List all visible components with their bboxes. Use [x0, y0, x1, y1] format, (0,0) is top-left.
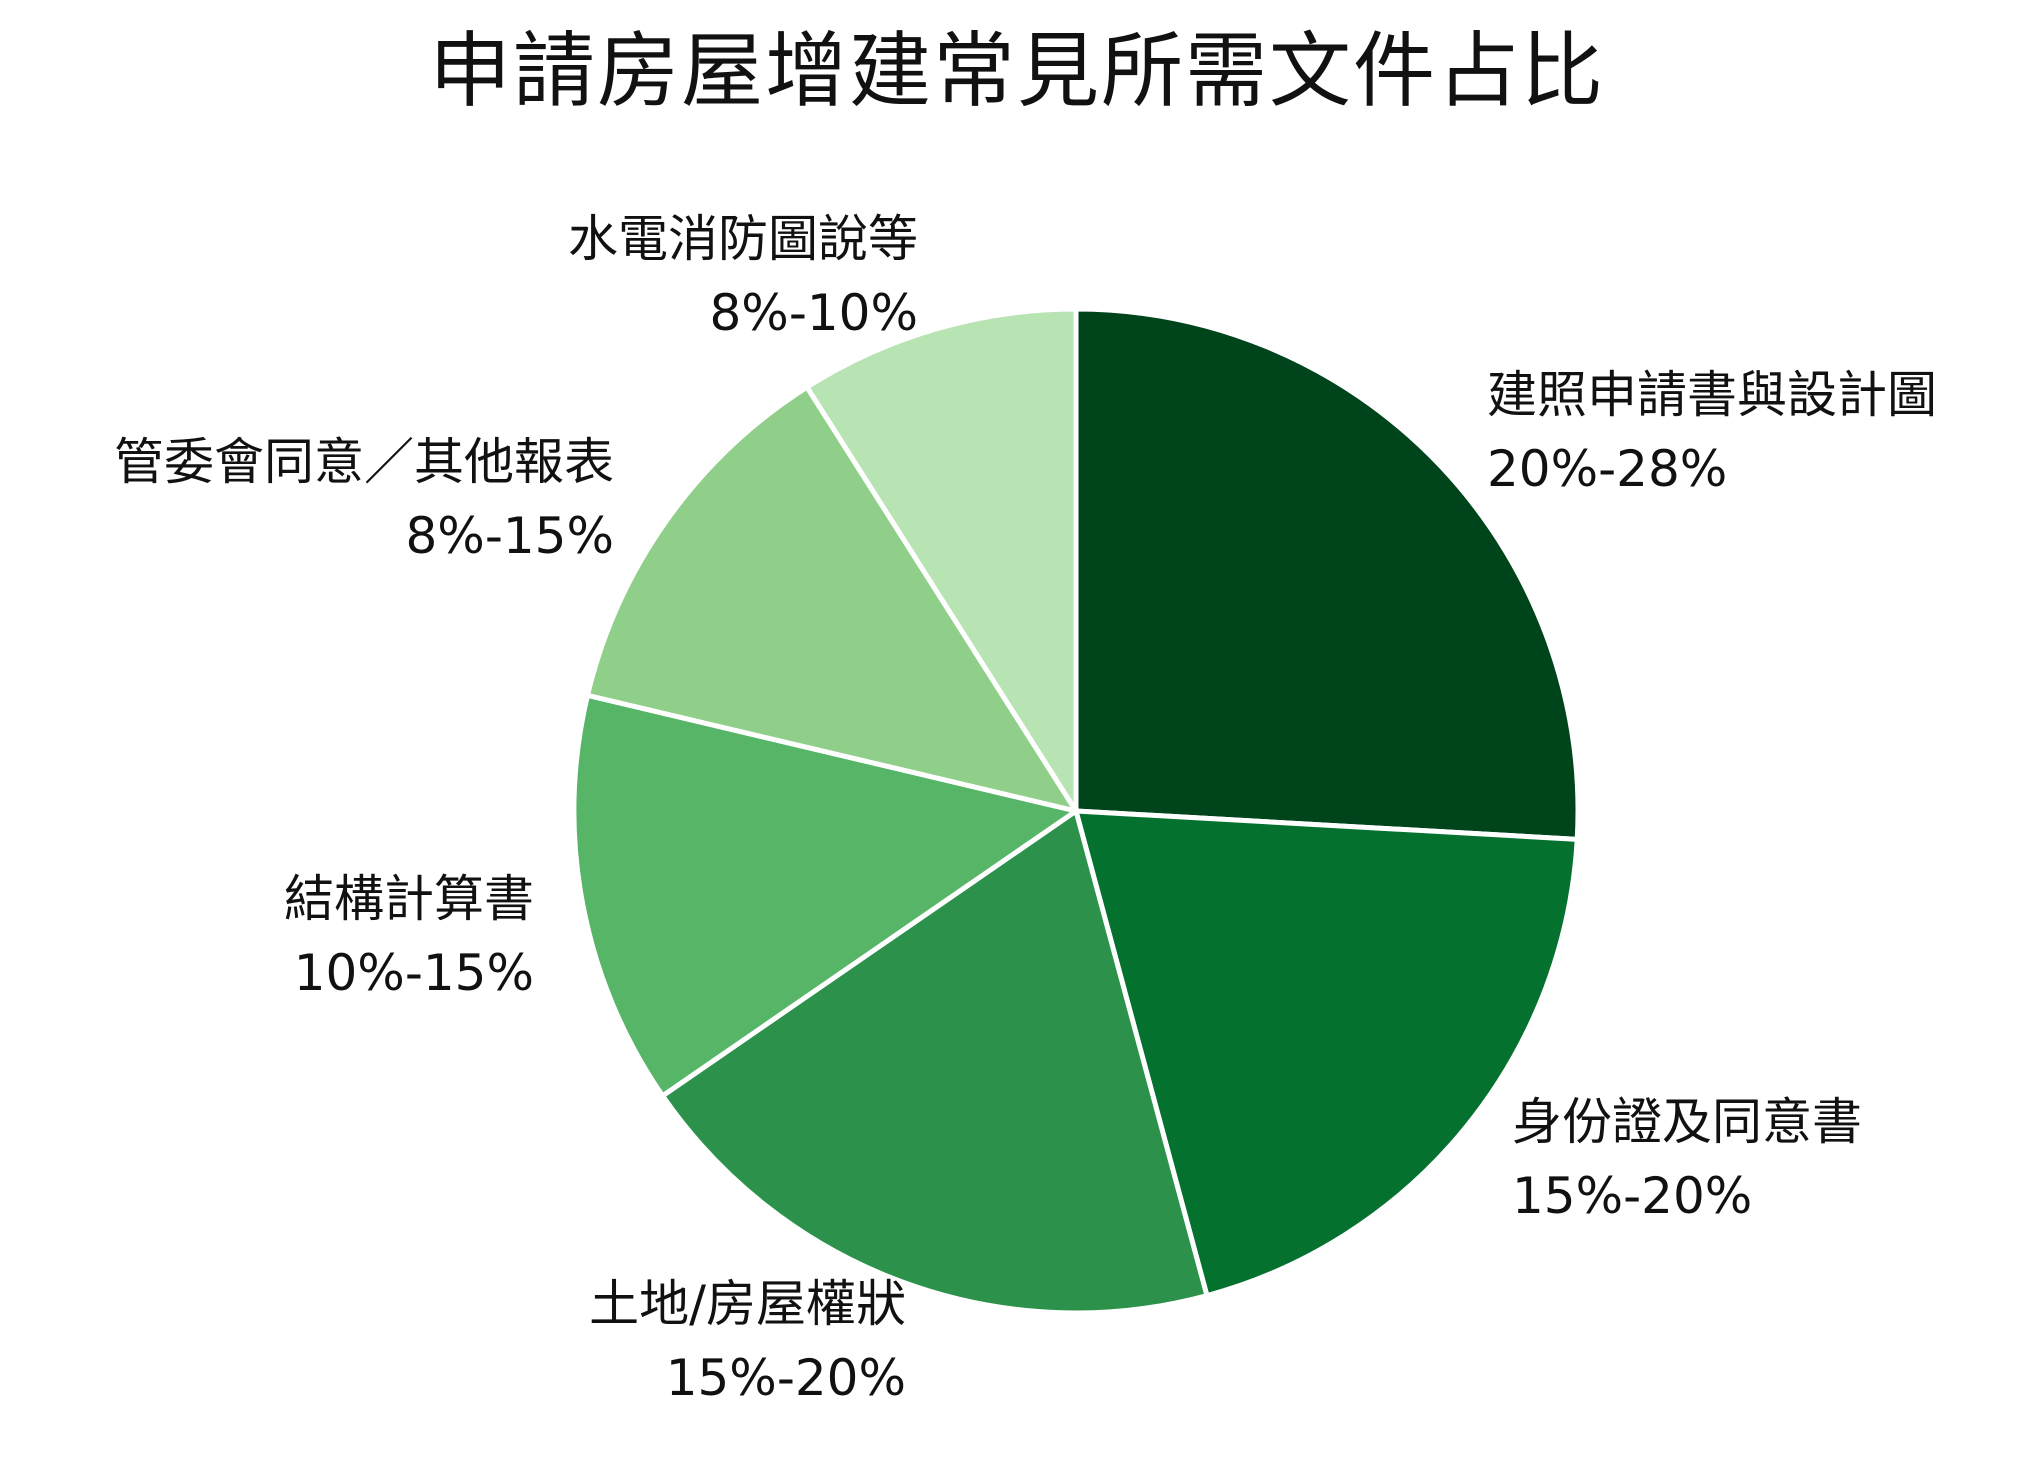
pie-slice-2 [660, 808, 1210, 1316]
slice-value: 15%-20% [1512, 1167, 1753, 1225]
slice-label-id-consent: 身份證及同意書 15%-20% [1512, 1085, 1862, 1233]
slice-label-mep-fire-drawings: 水電消防圖說等 8%-10% [568, 202, 918, 350]
slice-label-structural-calc: 結構計算書 10%-15% [284, 862, 534, 1010]
slice-label-land-deed: 土地/房屋權狀 15%-20% [589, 1267, 906, 1415]
pie-slice-3 [571, 692, 1079, 1099]
slice-value: 15%-20% [665, 1349, 906, 1407]
slice-name: 建照申請書與設計圖 [1487, 366, 1937, 424]
pie-slice-5 [804, 306, 1079, 814]
slice-value: 8%-15% [405, 507, 615, 565]
pie-slice-0 [1073, 306, 1581, 842]
pie-slice-1 [1073, 808, 1580, 1299]
slice-name: 身份證及同意書 [1512, 1093, 1862, 1151]
slice-value: 8%-10% [709, 284, 919, 342]
slice-name: 管委會同意／其他報表 [114, 433, 614, 491]
slice-name: 水電消防圖說等 [568, 210, 918, 268]
slice-label-building-permit: 建照申請書與設計圖 20%-28% [1487, 358, 1937, 506]
slice-name: 結構計算書 [284, 870, 534, 928]
slice-label-committee-consent: 管委會同意／其他報表 8%-15% [114, 425, 614, 573]
chart-title: 申請房屋增建常見所需文件占比 [428, 24, 1605, 119]
slice-name: 土地/房屋權狀 [589, 1275, 906, 1333]
slice-value: 10%-15% [293, 944, 534, 1002]
slice-value: 20%-28% [1487, 440, 1728, 498]
pie-slice-4 [585, 384, 1079, 814]
